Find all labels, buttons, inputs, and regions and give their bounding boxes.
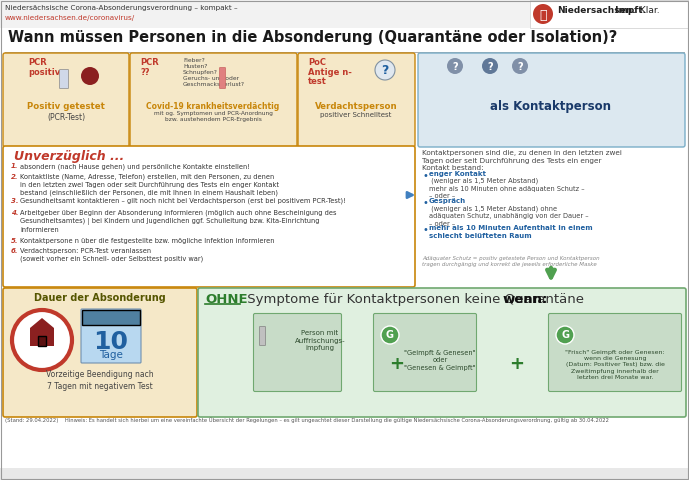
Text: ?: ? <box>487 62 493 72</box>
Text: G: G <box>386 330 394 340</box>
Circle shape <box>381 326 399 344</box>
Text: Verdachtsperson: Verdachtsperson <box>315 102 398 111</box>
Text: ?: ? <box>517 62 523 72</box>
Text: 1.: 1. <box>11 163 19 169</box>
Text: Fieber?
Husten?
Schnupfen?
Geruchs- und/oder
Geschmacksverlust?: Fieber? Husten? Schnupfen? Geruchs- und/… <box>183 58 245 87</box>
Circle shape <box>482 58 498 74</box>
Text: 4.: 4. <box>11 210 19 216</box>
Text: als Kontaktperson: als Kontaktperson <box>491 100 612 113</box>
Text: Gespräch: Gespräch <box>429 198 466 204</box>
Circle shape <box>512 58 528 74</box>
Text: •: • <box>422 171 428 181</box>
Text: PoC
Antige n-
test: PoC Antige n- test <box>308 58 352 86</box>
FancyBboxPatch shape <box>220 68 225 88</box>
Text: G: G <box>561 330 569 340</box>
Text: Impft.: Impft. <box>612 6 646 15</box>
Text: Klar.: Klar. <box>637 6 659 15</box>
Text: •: • <box>422 198 428 208</box>
FancyBboxPatch shape <box>0 0 689 28</box>
Text: 5.: 5. <box>11 238 19 244</box>
Text: 2.: 2. <box>11 174 19 180</box>
Text: Wann müssen Personen in die Absonderung (Quarantäne oder Isolation)?: Wann müssen Personen in die Absonderung … <box>8 30 617 45</box>
Text: Niedersachsen.: Niedersachsen. <box>557 6 636 15</box>
FancyBboxPatch shape <box>38 336 46 346</box>
FancyBboxPatch shape <box>548 313 681 392</box>
Text: positiver Schnelltest: positiver Schnelltest <box>320 112 391 118</box>
Text: 10: 10 <box>94 330 129 354</box>
Circle shape <box>556 326 574 344</box>
Text: •: • <box>422 225 428 235</box>
Text: Gesundheitsamt kontaktieren – gilt noch nicht bei Verdachtsperson (erst bei posi: Gesundheitsamt kontaktieren – gilt noch … <box>20 198 346 204</box>
Text: "Frisch" Geimpft oder Genesen:
wenn die Genesung
(Datum: Positiver Test) bzw. di: "Frisch" Geimpft oder Genesen: wenn die … <box>565 350 665 380</box>
Circle shape <box>375 60 395 80</box>
FancyBboxPatch shape <box>82 310 140 325</box>
FancyBboxPatch shape <box>59 70 68 88</box>
Text: Kontaktpersone n über die festgestellte bzw. mögliche Infektion informieren: Kontaktpersone n über die festgestellte … <box>20 238 274 244</box>
FancyBboxPatch shape <box>3 146 415 287</box>
Text: Tage: Tage <box>99 350 123 360</box>
FancyBboxPatch shape <box>373 313 477 392</box>
Text: absondern (nach Hause gehen) und persönliche Kontakte einstellen!: absondern (nach Hause gehen) und persönl… <box>20 163 250 169</box>
Text: OHNE: OHNE <box>205 293 247 306</box>
Text: Person mit
Auffrischungs-
impfung: Person mit Auffrischungs- impfung <box>295 330 345 351</box>
Text: (weniger als 1,5 Meter Abstand)
mehr als 10 Minuten ohne adäquaten Schutz –
– od: (weniger als 1,5 Meter Abstand) mehr als… <box>429 178 585 200</box>
Text: ?: ? <box>381 64 389 77</box>
Text: 3.: 3. <box>11 198 19 204</box>
Text: Niedersächsische Corona-Absonderungsverordnung – kompakt –: Niedersächsische Corona-Absonderungsvero… <box>5 5 238 11</box>
Text: (weniger als 1,5 Meter Abstand) ohne
adäquaten Schutz, unabhängig von der Dauer : (weniger als 1,5 Meter Abstand) ohne adä… <box>429 205 588 227</box>
FancyBboxPatch shape <box>260 326 265 346</box>
Text: mehr als 10 Minuten Aufenthalt in einem
schlecht belüfteten Raum: mehr als 10 Minuten Aufenthalt in einem … <box>429 225 593 239</box>
Text: mit og. Symptomen und PCR-Anordnung
bzw. austehendem PCR-Ergebnis: mit og. Symptomen und PCR-Anordnung bzw.… <box>154 111 272 122</box>
Circle shape <box>12 310 72 370</box>
Text: wenn:: wenn: <box>503 293 548 306</box>
Text: "Geimpft & Genesen"
oder
"Genesen & Geimpft": "Geimpft & Genesen" oder "Genesen & Geim… <box>404 350 476 371</box>
FancyBboxPatch shape <box>130 53 297 147</box>
FancyBboxPatch shape <box>298 53 415 147</box>
FancyBboxPatch shape <box>81 309 141 363</box>
Circle shape <box>533 4 553 24</box>
Text: Kontaktpersonen sind die, zu denen in den letzten zwei
Tagen oder seit Durchführ: Kontaktpersonen sind die, zu denen in de… <box>422 150 622 171</box>
Text: Vorzeitige Beendigung nach
7 Tagen mit negativem Test: Vorzeitige Beendigung nach 7 Tagen mit n… <box>46 370 154 391</box>
Text: Unverzüglich ...: Unverzüglich ... <box>14 150 124 163</box>
Text: enger Kontakt: enger Kontakt <box>429 171 486 177</box>
Text: Adäquater Schutz = positiv getestete Person und Kontaktperson
tragen durchgängig: Adäquater Schutz = positiv getestete Per… <box>422 256 599 267</box>
FancyBboxPatch shape <box>0 468 689 480</box>
FancyBboxPatch shape <box>198 288 686 417</box>
Text: Verdachtsperson: PCR-Test veranlassen
(soweit vorher ein Schnell- oder Selbsttes: Verdachtsperson: PCR-Test veranlassen (s… <box>20 248 203 262</box>
Circle shape <box>81 67 99 85</box>
Text: ?: ? <box>452 62 457 72</box>
FancyBboxPatch shape <box>254 313 342 392</box>
Text: www.niedersachsen.de/coronavirus/: www.niedersachsen.de/coronavirus/ <box>5 15 135 21</box>
Text: Covid-19 krankheitsverdächtig: Covid-19 krankheitsverdächtig <box>146 102 280 111</box>
Polygon shape <box>30 318 54 346</box>
Text: 🦌: 🦌 <box>539 9 547 22</box>
Text: Kontaktliste (Name, Adresse, Telefon) erstellen, mit den Personen, zu denen
in d: Kontaktliste (Name, Adresse, Telefon) er… <box>20 174 279 196</box>
Text: (PCR-Test): (PCR-Test) <box>47 113 85 122</box>
Text: Symptome für Kontaktpersonen keine Quarantäne: Symptome für Kontaktpersonen keine Quara… <box>243 293 588 306</box>
Text: PCR
positiv: PCR positiv <box>28 58 60 77</box>
FancyBboxPatch shape <box>3 288 197 417</box>
Text: (Stand: 29.04.2022)    Hinweis: Es handelt sich hierbei um eine vereinfachte Übe: (Stand: 29.04.2022) Hinweis: Es handelt … <box>5 417 609 423</box>
Text: PCR
??: PCR ?? <box>140 58 158 77</box>
Text: +: + <box>389 355 404 373</box>
Text: Arbeitgeber über Beginn der Absonderung informieren (möglich auch ohne Bescheini: Arbeitgeber über Beginn der Absonderung … <box>20 210 336 232</box>
FancyBboxPatch shape <box>3 53 129 147</box>
FancyBboxPatch shape <box>418 53 685 147</box>
Text: Dauer der Absonderung: Dauer der Absonderung <box>34 293 166 303</box>
Circle shape <box>447 58 463 74</box>
Text: +: + <box>509 355 524 373</box>
Text: 6.: 6. <box>11 248 19 254</box>
FancyBboxPatch shape <box>530 0 689 28</box>
Text: Positiv getestet: Positiv getestet <box>27 102 105 111</box>
